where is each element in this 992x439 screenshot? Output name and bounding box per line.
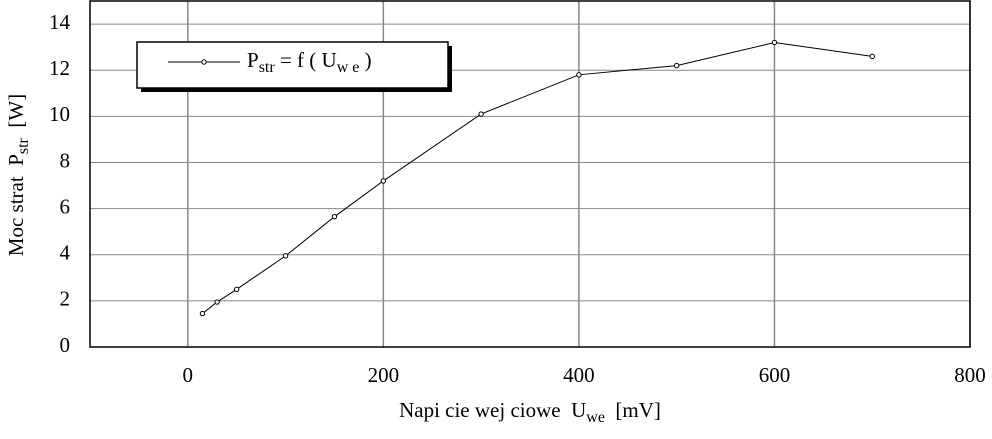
data-point xyxy=(478,111,484,117)
legend-label: Pstr = f ( Uw e ) xyxy=(247,48,372,76)
data-point xyxy=(282,253,289,259)
legend-marker xyxy=(201,59,207,65)
x-tick-label: 400 xyxy=(563,363,595,387)
y-tick-label: 10 xyxy=(49,102,70,126)
x-tick-label: 600 xyxy=(759,363,791,387)
data-point xyxy=(673,62,680,69)
y-tick-label: 0 xyxy=(60,333,71,357)
x-axis-title: Napi cie wej ciowe Uwe [mV] xyxy=(399,398,661,426)
y-tick-label: 12 xyxy=(49,56,70,80)
label-part: P xyxy=(247,48,259,72)
label-part: [W] xyxy=(4,94,28,138)
x-tick-label: 800 xyxy=(954,363,986,387)
data-point xyxy=(199,310,206,317)
legend-box xyxy=(136,41,449,89)
label-part: Moc strat P xyxy=(4,154,28,256)
y-tick-label: 2 xyxy=(60,287,71,311)
data-point xyxy=(331,213,338,220)
data-point xyxy=(771,39,778,46)
x-tick-label: 0 xyxy=(183,363,194,387)
subscript: str xyxy=(259,59,276,76)
data-point xyxy=(380,178,387,184)
y-tick-label: 8 xyxy=(60,148,71,172)
label-part: Napi cie wej ciowe U xyxy=(399,398,586,422)
y-tick-label: 14 xyxy=(49,10,71,34)
data-point xyxy=(576,72,582,78)
subscript: w e xyxy=(337,59,360,76)
y-tick-label: 4 xyxy=(60,241,71,265)
subscript: we xyxy=(586,409,605,426)
x-tick-label: 200 xyxy=(368,363,400,387)
y-axis-title: Moc strat Pstr [W] xyxy=(4,94,32,256)
label-part: = f ( U xyxy=(275,48,337,72)
label-part: [mV] xyxy=(605,398,661,422)
y-tick-label: 6 xyxy=(60,194,71,218)
data-point xyxy=(214,299,220,305)
data-point xyxy=(233,286,240,293)
plot-frame xyxy=(89,0,971,348)
label-part: ) xyxy=(359,48,371,72)
data-point xyxy=(869,53,875,60)
subscript: str xyxy=(15,137,32,154)
